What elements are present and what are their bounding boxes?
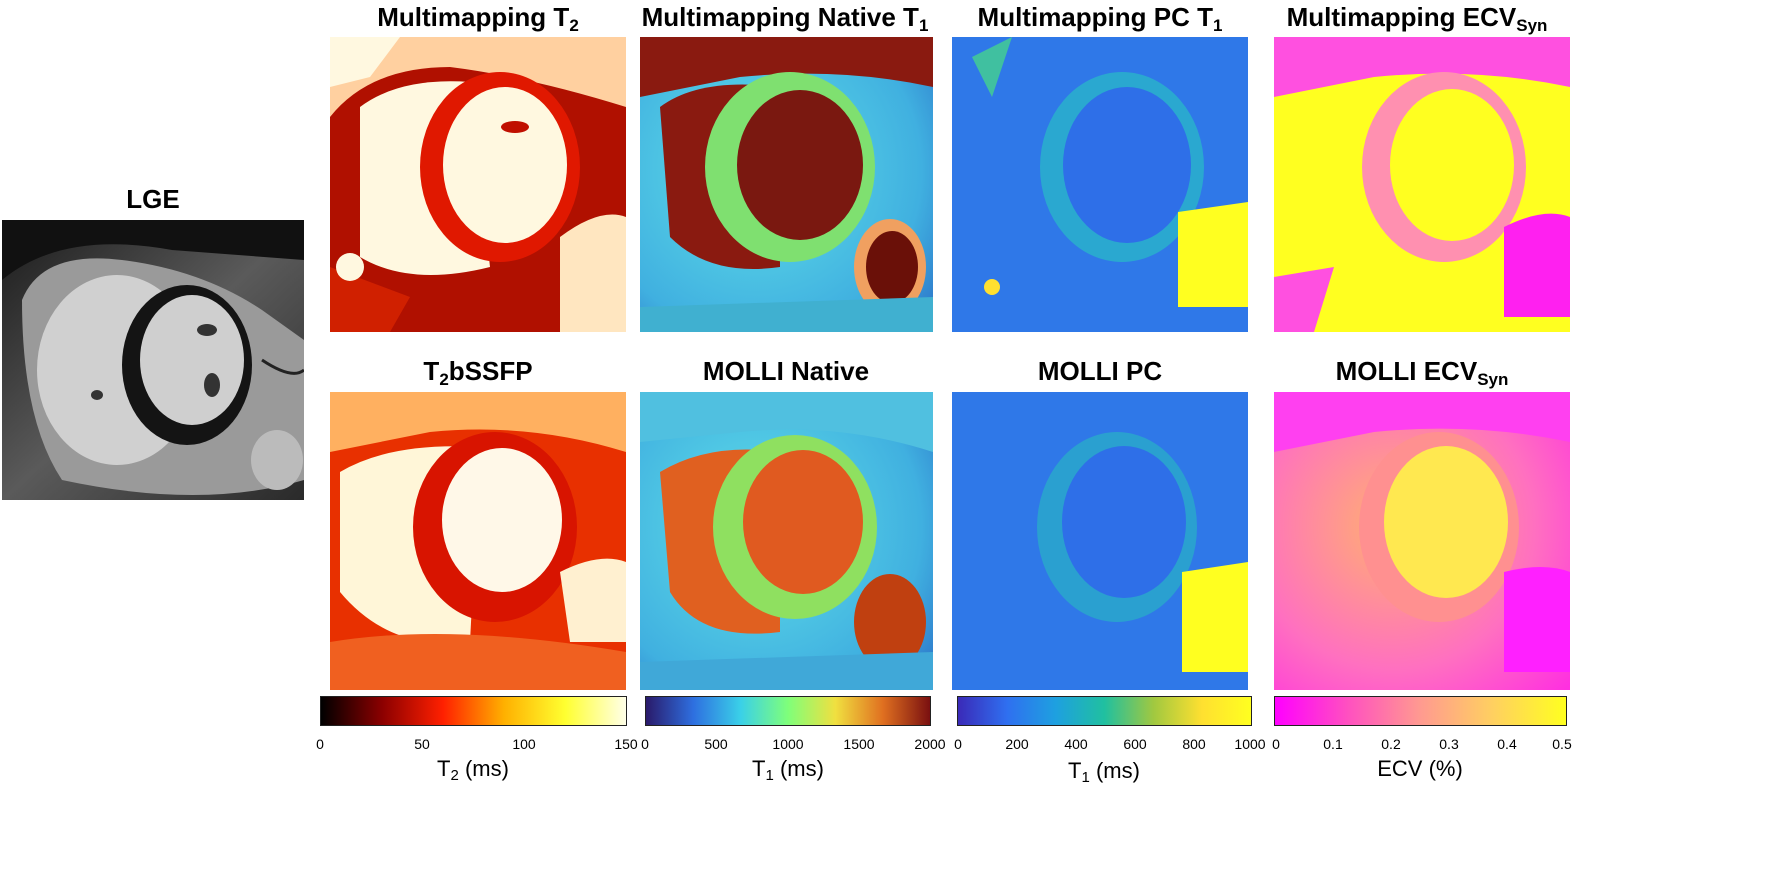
tick-label: 0.3 bbox=[1439, 736, 1459, 752]
molli-ecv-title: MOLLI ECVSyn bbox=[1274, 356, 1570, 390]
unit-suffix: (ms) bbox=[458, 756, 509, 781]
tick-label: 0.1 bbox=[1323, 736, 1343, 752]
title-main: MOLLI ECV bbox=[1335, 356, 1478, 386]
unit-subscript: 1 bbox=[1081, 769, 1090, 786]
tick-label: 1500 bbox=[843, 736, 875, 752]
tick-label: 0.2 bbox=[1381, 736, 1401, 752]
multimapping-native-t1-title: Multimapping Native T1 bbox=[620, 2, 950, 36]
title-main: T bbox=[423, 356, 440, 386]
tick-label: 0.4 bbox=[1497, 736, 1517, 752]
multimapping-native-t1-image bbox=[640, 37, 933, 332]
t1-pc-colorbar bbox=[957, 696, 1252, 726]
tick-label: 0 bbox=[1272, 736, 1280, 752]
molli-pc-image bbox=[952, 392, 1248, 690]
tick-label: 200 bbox=[1005, 736, 1029, 752]
unit-main: T bbox=[752, 756, 766, 781]
title-subscript: 1 bbox=[1212, 16, 1223, 35]
lge-title: LGE bbox=[126, 184, 180, 214]
title-subscript: 2 bbox=[569, 16, 579, 35]
multimapping-pc-t1-title: Multimapping PC T1 bbox=[952, 2, 1248, 36]
tick-label: 0.5 bbox=[1552, 736, 1572, 752]
t2bssfp-image bbox=[330, 392, 626, 690]
t1-native-unit-label: T1 (ms) bbox=[752, 756, 824, 784]
title-subscript: 2 bbox=[439, 370, 449, 389]
t2bssfp-title: T2bSSFP bbox=[330, 356, 626, 390]
multimapping-t2-image bbox=[330, 37, 626, 332]
t1-native-colorbar bbox=[645, 696, 931, 726]
tick-label: 1000 bbox=[1234, 736, 1266, 752]
t2-unit-label: T2 (ms) bbox=[437, 756, 509, 784]
tick-label: 150 bbox=[614, 736, 638, 752]
molli-pc-title: MOLLI PC bbox=[1037, 356, 1163, 386]
molli-ecv-image bbox=[1274, 392, 1570, 690]
molli-native-image bbox=[640, 392, 933, 690]
ecv-unit-label: ECV (%) bbox=[1377, 756, 1463, 781]
title-subscript: 1 bbox=[918, 16, 929, 35]
multimapping-ecv-image bbox=[1274, 37, 1570, 332]
molli-native-title: MOLLI Native bbox=[702, 356, 870, 386]
title-suffix: bSSFP bbox=[448, 356, 533, 386]
tick-label: 0 bbox=[641, 736, 649, 752]
tick-label: 800 bbox=[1182, 736, 1206, 752]
tick-label: 400 bbox=[1064, 736, 1088, 752]
multimapping-t2-title: Multimapping T2 bbox=[330, 2, 626, 36]
tick-label: 0 bbox=[954, 736, 962, 752]
unit-suffix: (ms) bbox=[1089, 758, 1140, 783]
multimapping-pc-t1-image bbox=[952, 37, 1248, 332]
title-main: Multimapping T bbox=[377, 2, 570, 32]
unit-subscript: 1 bbox=[765, 767, 774, 784]
tick-label: 0 bbox=[316, 736, 324, 752]
title-main: Multimapping Native T bbox=[641, 2, 919, 32]
tick-label: 50 bbox=[414, 736, 430, 752]
ecv-colorbar bbox=[1274, 696, 1567, 726]
multimapping-ecv-title: Multimapping ECVSyn bbox=[1262, 2, 1572, 36]
lge-image bbox=[2, 220, 304, 500]
title-main: Multimapping PC T bbox=[977, 2, 1213, 32]
title-main: Multimapping ECV bbox=[1286, 2, 1517, 32]
unit-main: T bbox=[1068, 758, 1082, 783]
tick-label: 600 bbox=[1123, 736, 1147, 752]
title-subscript: Syn bbox=[1516, 16, 1548, 35]
tick-label: 1000 bbox=[772, 736, 804, 752]
unit-main: T bbox=[437, 756, 451, 781]
tick-label: 500 bbox=[704, 736, 728, 752]
tick-label: 2000 bbox=[914, 736, 946, 752]
unit-suffix: (ms) bbox=[773, 756, 824, 781]
tick-label: 100 bbox=[512, 736, 536, 752]
t2-colorbar bbox=[320, 696, 627, 726]
unit-subscript: 2 bbox=[450, 767, 459, 784]
title-subscript: Syn bbox=[1477, 370, 1509, 389]
t1-pc-unit-label: T1 (ms) bbox=[1068, 758, 1140, 786]
